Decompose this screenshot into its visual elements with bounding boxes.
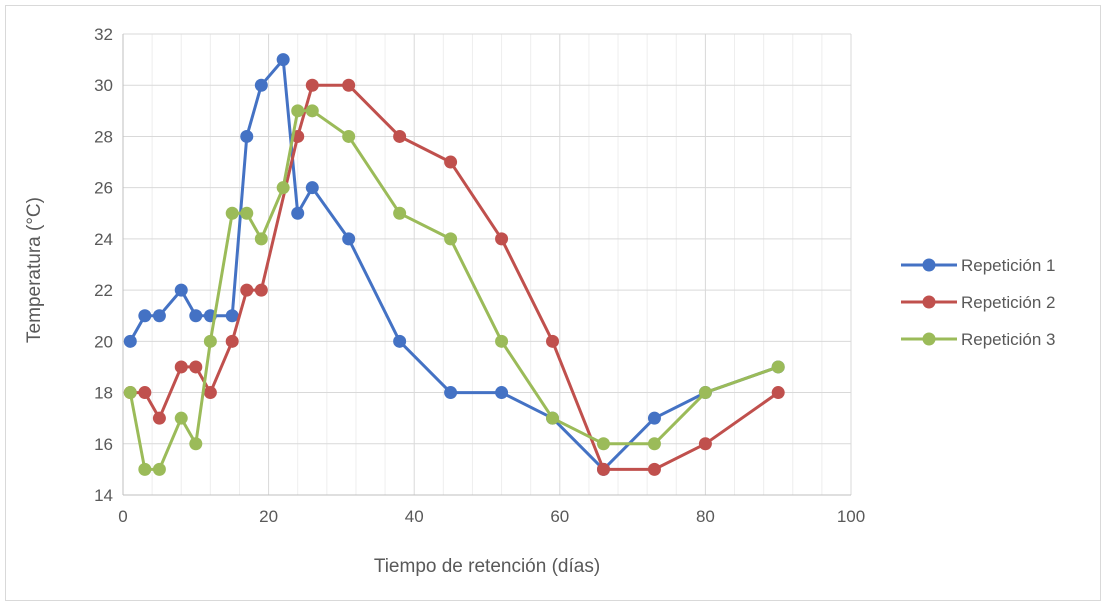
data-point	[305, 78, 319, 92]
data-point	[444, 232, 458, 246]
data-point	[276, 53, 290, 67]
x-axis-label: Tiempo de retención (días)	[374, 556, 600, 577]
data-point	[771, 386, 785, 400]
data-point	[174, 360, 188, 374]
data-point	[342, 129, 356, 143]
data-point	[444, 155, 458, 169]
legend-item: Repetición 2	[901, 293, 1056, 312]
legend-label: Repetición 2	[961, 293, 1056, 312]
y-axis-label: Temperatura (°C)	[24, 197, 45, 343]
data-point	[240, 283, 254, 297]
data-point	[138, 309, 152, 323]
data-point	[393, 129, 407, 143]
data-point	[291, 206, 305, 220]
data-point	[305, 181, 319, 195]
data-point	[546, 411, 560, 425]
legend-label: Repetición 3	[961, 330, 1056, 349]
y-tick-label: 32	[94, 25, 113, 44]
data-point	[647, 411, 661, 425]
legend-label: Repetición 1	[961, 256, 1056, 275]
legend-marker	[922, 258, 936, 272]
data-point	[444, 386, 458, 400]
data-point	[225, 309, 239, 323]
data-point	[189, 309, 203, 323]
legend-marker	[922, 332, 936, 346]
data-point	[138, 386, 152, 400]
data-point	[152, 309, 166, 323]
data-point	[254, 78, 268, 92]
line-chart: 14 16 18 20 22 24 26 28 30 32 0 20 40 60 80 100 Repetic…	[24, 25, 1056, 577]
data-point	[495, 232, 509, 246]
data-point	[596, 462, 610, 476]
x-tick-label: 100	[837, 507, 865, 526]
series-layer	[123, 53, 785, 476]
y-tick-label: 14	[94, 486, 113, 505]
series-line	[130, 83, 780, 471]
series-3	[123, 104, 785, 476]
data-point	[647, 462, 661, 476]
y-tick-label: 30	[94, 76, 113, 95]
data-point	[342, 78, 356, 92]
data-point	[546, 334, 560, 348]
data-point	[698, 386, 712, 400]
legend-marker	[922, 295, 936, 309]
data-point	[123, 386, 137, 400]
y-tick-label: 24	[94, 230, 113, 249]
data-point	[393, 334, 407, 348]
data-point	[342, 232, 356, 246]
y-tick-label: 18	[94, 384, 113, 403]
data-point	[596, 437, 610, 451]
data-point	[698, 437, 712, 451]
data-point	[152, 411, 166, 425]
y-tick-label: 20	[94, 332, 113, 351]
y-tick-label: 16	[94, 435, 113, 454]
data-point	[189, 437, 203, 451]
y-tick-label: 28	[94, 127, 113, 146]
series-2	[123, 78, 785, 476]
data-point	[291, 104, 305, 118]
data-point	[123, 334, 137, 348]
data-point	[225, 206, 239, 220]
legend-item: Repetición 3	[901, 330, 1056, 349]
data-point	[305, 104, 319, 118]
legend: Repetición 1 Repetición 2 Repetición 3	[901, 256, 1056, 349]
data-point	[203, 334, 217, 348]
data-point	[495, 386, 509, 400]
y-tick-label: 22	[94, 281, 113, 300]
series-line	[128, 58, 779, 471]
legend-item: Repetición 1	[901, 256, 1056, 275]
data-point	[254, 283, 268, 297]
data-point	[152, 462, 166, 476]
axis-layer: 14 16 18 20 22 24 26 28 30 32 0 20 40 60 80 100	[94, 25, 865, 526]
y-tick-label: 26	[94, 179, 113, 198]
data-point	[174, 283, 188, 297]
data-point	[495, 334, 509, 348]
data-point	[771, 360, 785, 374]
series-1	[123, 53, 785, 476]
data-point	[240, 206, 254, 220]
x-tick-label: 40	[405, 507, 424, 526]
data-point	[647, 437, 661, 451]
data-point	[189, 360, 203, 374]
grid-layer	[122, 33, 852, 496]
chart-frame: 14 16 18 20 22 24 26 28 30 32 0 20 40 60 80 100 Repetic…	[5, 5, 1101, 601]
x-tick-label: 60	[550, 507, 569, 526]
data-point	[240, 129, 254, 143]
x-tick-label: 0	[118, 507, 127, 526]
data-point	[203, 386, 217, 400]
data-point	[276, 181, 290, 195]
data-point	[174, 411, 188, 425]
data-point	[138, 462, 152, 476]
data-point	[225, 334, 239, 348]
x-tick-label: 20	[259, 507, 278, 526]
data-point	[254, 232, 268, 246]
data-point	[393, 206, 407, 220]
x-tick-label: 80	[696, 507, 715, 526]
